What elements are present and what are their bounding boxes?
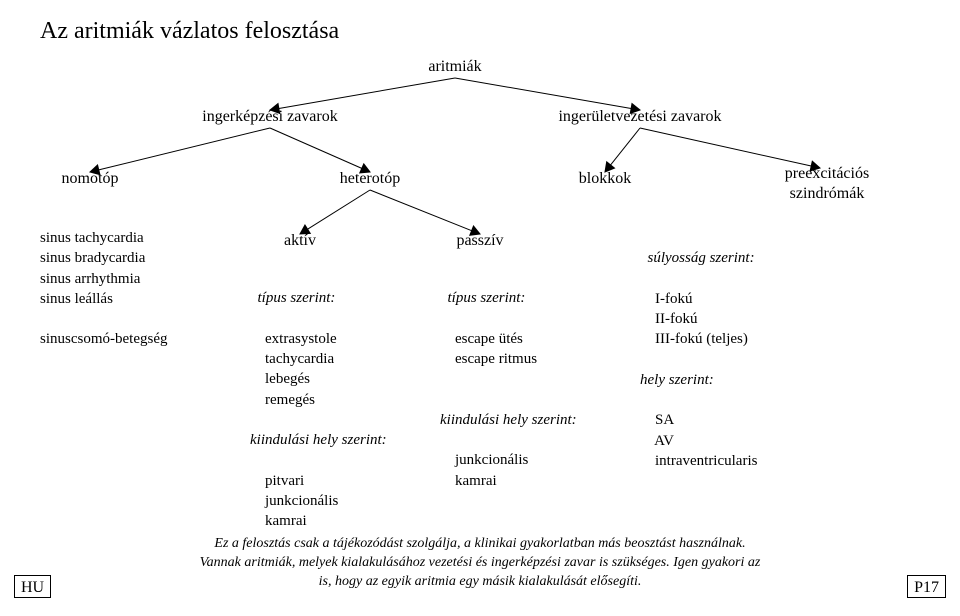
corner-left: HU — [14, 575, 51, 598]
aktiv-list: típus szerint: extrasystole tachycardia … — [250, 268, 387, 531]
passziv-t1: escape ütés escape ritmus — [440, 331, 537, 367]
node-l2d: preexcitációs szindrómák — [774, 164, 880, 204]
node-l2d-label: preexcitációs szindrómák — [785, 165, 869, 202]
passziv-h1: típus szerint: — [448, 290, 526, 306]
blokkok-t2: SA AV intraventricularis — [640, 412, 757, 469]
node-l2c: blokkok — [565, 170, 645, 188]
footer-note: Ez a felosztás csak a tájékozódást szolg… — [120, 535, 840, 592]
node-l1a: ingerképzési zavarok — [182, 108, 358, 126]
blokkok-list: súlyosság szerint: I-fokú II-fokú III-fo… — [640, 228, 757, 471]
node-l2a: nomotóp — [50, 170, 130, 188]
node-root: aritmiák — [420, 58, 490, 76]
aktiv-t2: pitvari junkcionális kamrai — [250, 473, 338, 530]
passziv-list: típus szerint: escape ütés escape ritmus… — [440, 268, 577, 491]
passziv-t2: junkcionális kamrai — [440, 452, 528, 488]
node-l2b: heterotóp — [330, 170, 410, 188]
nomotop-list: sinus tachycardia sinus bradycardia sinu… — [40, 228, 167, 350]
passziv-h2: kiindulási hely szerint: — [440, 412, 577, 428]
aktiv-h1: típus szerint: — [258, 290, 336, 306]
node-aktiv: aktív — [270, 232, 330, 250]
aktiv-t1: extrasystole tachycardia lebegés remegés — [250, 331, 337, 408]
node-passziv: passzív — [450, 232, 510, 250]
page-title: Az aritmiák vázlatos felosztása — [40, 18, 339, 45]
blokkok-h1: súlyosság szerint: — [648, 250, 755, 266]
node-l1b: ingerületvezetési zavarok — [545, 108, 735, 126]
blokkok-t1: I-fokú II-fokú III-fokú (teljes) — [640, 291, 748, 348]
blokkok-h2: hely szerint: — [640, 372, 714, 388]
aktiv-h2: kiindulási hely szerint: — [250, 432, 387, 448]
corner-right: P17 — [907, 575, 946, 598]
